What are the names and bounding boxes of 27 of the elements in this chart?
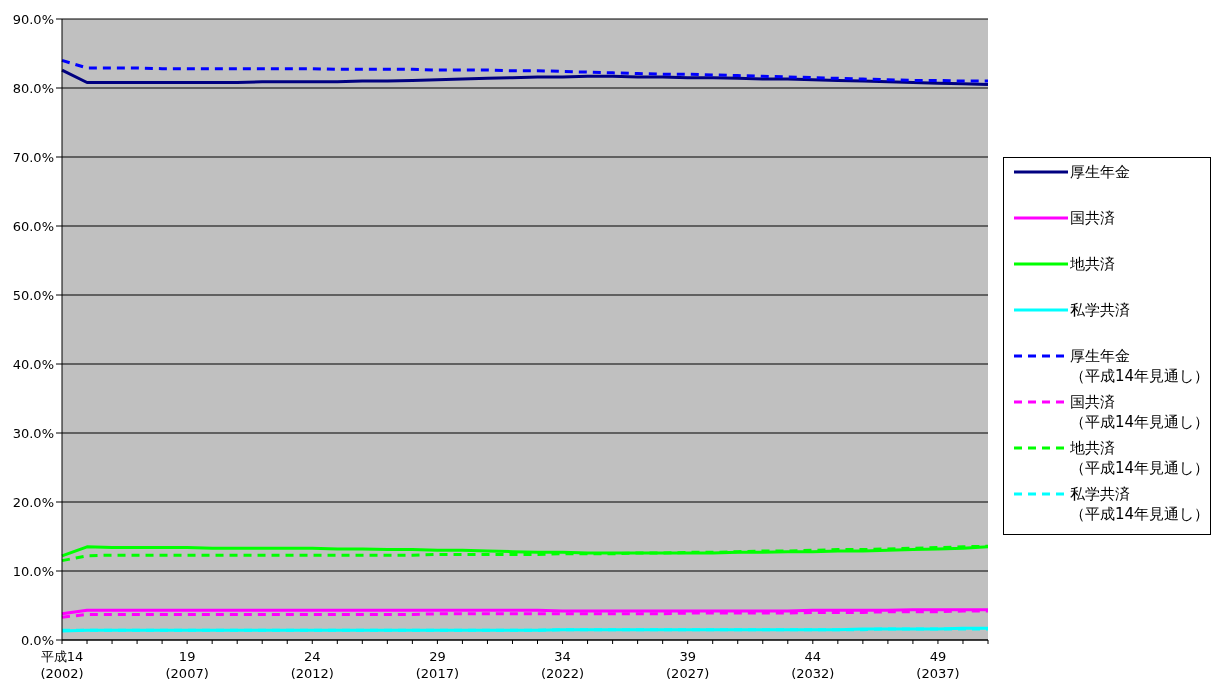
x-tick-label: 19 (2007): [165, 649, 209, 681]
x-tick-label: 24 (2012): [290, 649, 334, 681]
legend-label: 私学共済: [1070, 300, 1131, 320]
y-tick-label: 90.0%: [12, 11, 54, 27]
y-tick-label: 80.0%: [12, 80, 54, 96]
y-tick-label: 60.0%: [12, 218, 54, 234]
x-tick-label: 34 (2022): [540, 649, 585, 681]
legend-label: 厚生年金（平成14年見通し）: [1070, 346, 1210, 386]
x-tick-label: 44 (2032): [791, 649, 835, 681]
y-tick-label: 30.0%: [12, 425, 54, 441]
line-series: [60, 58, 990, 83]
y-tick-label: 10.0%: [12, 563, 54, 579]
x-tick-label: 平成14 (2002): [40, 649, 84, 681]
y-tick-label: 40.0%: [12, 356, 54, 372]
legend-label: 私学共済（平成14年見通し）: [1070, 484, 1210, 524]
legend-label: 国共済（平成14年見通し）: [1070, 392, 1210, 432]
x-tick-label: 29 (2017): [415, 649, 460, 681]
y-tick-label: 70.0%: [12, 149, 54, 165]
x-tick-label: 39 (2027): [666, 649, 710, 681]
y-tick-label: 50.0%: [12, 287, 54, 303]
legend-label: 地共済: [1070, 254, 1116, 274]
y-tick-label: 20.0%: [12, 494, 54, 510]
legend-label: 国共済: [1070, 208, 1116, 228]
legend-label: 地共済（平成14年見通し）: [1070, 438, 1210, 478]
x-tick-label: 49 (2037): [916, 649, 960, 681]
legend-label: 厚生年金: [1070, 162, 1131, 182]
y-tick-label: 0.0%: [20, 632, 54, 648]
